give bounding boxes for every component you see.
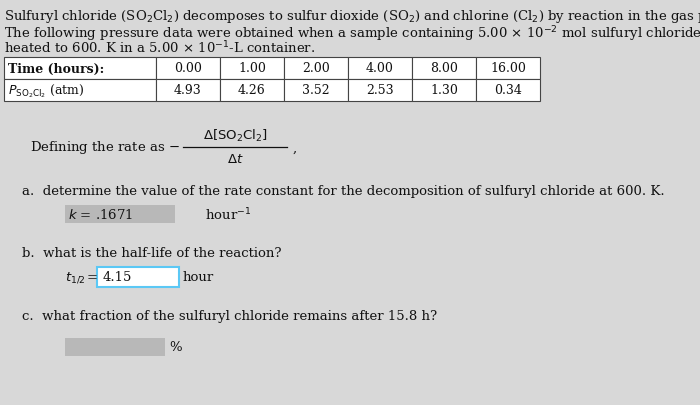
Bar (220, 58, 284, 80)
Text: ,: , (293, 141, 297, 154)
Bar (348, 80, 412, 102)
Bar (348, 58, 412, 80)
Text: $k$ = .1671: $k$ = .1671 (68, 207, 133, 222)
Bar (4, 80, 156, 102)
Text: Defining the rate as $-$: Defining the rate as $-$ (30, 139, 180, 156)
Bar (412, 58, 476, 80)
Bar (4, 58, 156, 80)
Text: hour$^{-1}$: hour$^{-1}$ (205, 206, 251, 223)
Text: a.  determine the value of the rate constant for the decomposition of sulfuryl c: a. determine the value of the rate const… (22, 185, 664, 198)
Text: 16.00: 16.00 (490, 62, 526, 75)
Text: The following pressure data were obtained when a sample containing 5.00 $\times$: The following pressure data were obtaine… (4, 24, 700, 43)
Text: Time (hours):: Time (hours): (8, 62, 104, 75)
Text: c.  what fraction of the sulfuryl chloride remains after 15.8 h?: c. what fraction of the sulfuryl chlorid… (22, 309, 437, 322)
Text: hour: hour (183, 271, 214, 284)
Text: 4.15: 4.15 (103, 271, 132, 284)
Text: b.  what is the half-life of the reaction?: b. what is the half-life of the reaction… (22, 246, 281, 259)
Bar (156, 58, 220, 80)
Text: =: = (87, 271, 98, 284)
Text: $t_{1/2}$: $t_{1/2}$ (65, 270, 86, 285)
Text: 0.34: 0.34 (494, 84, 522, 97)
Bar (65, 338, 165, 356)
Bar (220, 80, 284, 102)
Bar (476, 80, 540, 102)
Text: $\Delta t$: $\Delta t$ (227, 153, 244, 166)
Text: 1.30: 1.30 (430, 84, 458, 97)
Text: 3.52: 3.52 (302, 84, 330, 97)
Text: 0.00: 0.00 (174, 62, 202, 75)
Bar (476, 58, 540, 80)
Text: 2.00: 2.00 (302, 62, 330, 75)
Bar (284, 80, 348, 102)
Text: $\Delta[\mathrm{SO_2Cl_2}]$: $\Delta[\mathrm{SO_2Cl_2}]$ (202, 128, 267, 144)
Text: $P_{\mathrm{SO_2Cl_2}}$ (atm): $P_{\mathrm{SO_2Cl_2}}$ (atm) (8, 82, 85, 100)
Text: 4.26: 4.26 (238, 84, 266, 97)
Text: %: % (169, 341, 181, 354)
Text: 8.00: 8.00 (430, 62, 458, 75)
Bar (412, 80, 476, 102)
Text: Sulfuryl chloride (SO$_2$Cl$_2$) decomposes to sulfur dioxide (SO$_2$) and chlor: Sulfuryl chloride (SO$_2$Cl$_2$) decompo… (4, 8, 700, 25)
Text: 1.00: 1.00 (238, 62, 266, 75)
Text: 4.93: 4.93 (174, 84, 202, 97)
Bar (284, 58, 348, 80)
Text: 4.00: 4.00 (366, 62, 394, 75)
Bar (97, 267, 179, 287)
Text: 2.53: 2.53 (366, 84, 394, 97)
Text: heated to 600. K in a 5.00 $\times$ 10$^{-1}$-L container.: heated to 600. K in a 5.00 $\times$ 10$^… (4, 40, 315, 56)
Bar (156, 80, 220, 102)
Bar (65, 205, 175, 224)
